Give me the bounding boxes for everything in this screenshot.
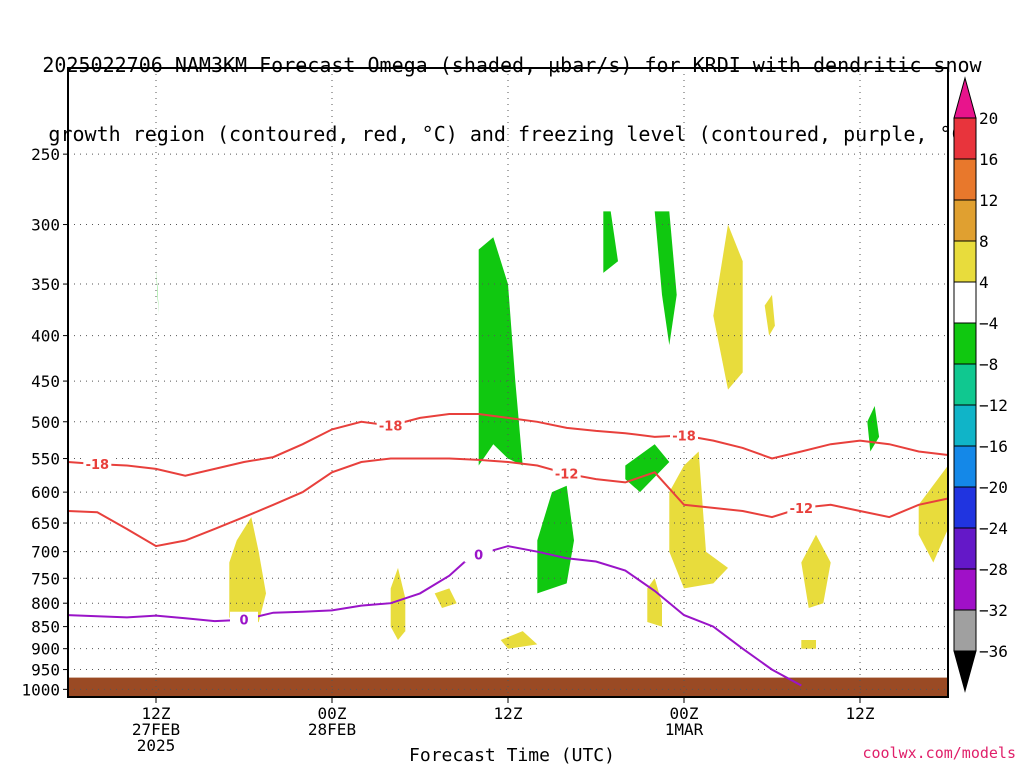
x-tick-1: 00Z	[318, 704, 347, 723]
contour-freezing	[67, 545, 802, 687]
y-tick-650: 650	[31, 514, 60, 533]
contour-minus18-label-bg-2	[670, 427, 698, 444]
colorbar-label-12: −32	[979, 601, 1008, 620]
contour-minus12-label-bg-0	[552, 465, 581, 482]
contour-minus18-label-bg-1	[376, 417, 405, 434]
colorbar-box-2	[953, 199, 977, 242]
contour-minus12-label-bg-1	[787, 499, 816, 516]
omega-region-6	[500, 631, 538, 649]
credit-link[interactable]: coolwx.com/models	[862, 744, 1016, 762]
colorbar-label-6: −8	[979, 355, 998, 374]
colorbar-box-5	[953, 322, 977, 365]
x-tick-3: 00Z	[670, 704, 699, 723]
colorbar-box-1	[953, 158, 977, 201]
colorbar-box-7	[953, 404, 977, 447]
omega-region-4	[478, 237, 523, 466]
title-line-2: growth region (contoured, red, °C) and f…	[48, 122, 976, 146]
omega-region-14	[801, 534, 831, 608]
colorbar-box-9	[953, 486, 977, 529]
colorbar-box-6	[953, 363, 977, 406]
ground-shading	[68, 677, 948, 697]
colorbar-box-10	[953, 527, 977, 570]
x-tick-4: 12Z	[846, 704, 875, 723]
colorbar-label-11: −28	[979, 560, 1008, 579]
omega-region-13	[764, 294, 775, 336]
contour-minus18-label-1: -18	[379, 420, 403, 435]
colorbar-label-5: −4	[979, 314, 998, 333]
y-tick-1000: 1000	[21, 680, 60, 699]
y-tick-500: 500	[31, 413, 60, 432]
y-tick-400: 400	[31, 327, 60, 346]
x-tick-2: 12Z	[494, 704, 523, 723]
colorbar-label-4: 4	[979, 273, 989, 292]
x-tick-sub-3: 1MAR	[665, 720, 704, 739]
contour-minus12-label-1: -12	[790, 502, 814, 517]
omega-region-10	[647, 578, 662, 627]
omega-region-5	[537, 485, 574, 594]
omega-region-15	[801, 640, 816, 649]
colorbar-box-11	[953, 568, 977, 611]
y-tick-450: 450	[31, 372, 60, 391]
colorbar-box-3	[953, 240, 977, 283]
contour-freezing-label-0: 0	[239, 614, 248, 629]
contour-freezing-label-bg-1	[464, 546, 493, 563]
x-tick-sub2-0: 2025	[137, 736, 176, 755]
colorbar-box-8	[953, 445, 977, 488]
colorbar-box-0	[953, 117, 977, 160]
y-tick-800: 800	[31, 594, 60, 613]
x-axis-label: Forecast Time (UTC)	[409, 745, 615, 766]
omega-region-17	[918, 465, 948, 563]
colorbar-label-1: 16	[979, 150, 998, 169]
contour-minus18-label-0: -18	[86, 458, 110, 473]
omega-region-11	[669, 451, 728, 589]
colorbar-label-3: 8	[979, 232, 989, 251]
y-tick-550: 550	[31, 450, 60, 469]
colorbar-label-2: 12	[979, 191, 998, 210]
omega-region-9	[654, 211, 677, 346]
omega-region-0	[156, 267, 159, 316]
contour-minus18-label-bg-0	[83, 456, 112, 473]
omega-region-12	[713, 224, 743, 390]
y-tick-350: 350	[31, 275, 60, 294]
colorbar-top-arrow	[953, 76, 977, 119]
omega-region-16	[867, 406, 880, 452]
y-tick-850: 850	[31, 618, 60, 637]
y-tick-900: 900	[31, 640, 60, 659]
colorbar-label-7: −12	[979, 396, 1008, 415]
omega-region-8	[625, 444, 670, 493]
colorbar-label-0: 20	[979, 109, 998, 128]
y-tick-750: 750	[31, 569, 60, 588]
omega-region-3	[434, 588, 457, 608]
title-line-1: 2025022706 NAM3KM Forecast Omega (shaded…	[42, 53, 982, 77]
chart-title: 2025022706 NAM3KM Forecast Omega (shaded…	[0, 8, 1024, 169]
colorbar-label-10: −24	[979, 519, 1008, 538]
contour-freezing-label-1: 0	[474, 548, 483, 563]
y-tick-700: 700	[31, 543, 60, 562]
x-tick-sub-1: 28FEB	[308, 720, 356, 739]
x-tick-0: 12Z	[142, 704, 171, 723]
omega-region-2	[390, 567, 406, 640]
contour-freezing-label-bg-0	[230, 611, 258, 628]
colorbar-label-13: −36	[979, 642, 1008, 661]
y-tick-250: 250	[31, 145, 60, 164]
colorbar-bottom-arrow	[953, 650, 977, 693]
plot-frame	[67, 67, 949, 698]
y-tick-600: 600	[31, 483, 60, 502]
colorbar-box-4	[953, 281, 977, 324]
colorbar-label-8: −16	[979, 437, 1008, 456]
contour-minus18	[67, 413, 949, 477]
omega-region-7	[603, 211, 618, 273]
omega-region-1	[229, 517, 266, 627]
colorbar-label-9: −20	[979, 478, 1008, 497]
y-tick-950: 950	[31, 661, 60, 680]
contour-minus18-label-2: -18	[672, 429, 696, 444]
contour-minus12-label-0: -12	[555, 468, 579, 483]
y-tick-300: 300	[31, 216, 60, 235]
colorbar-box-12	[953, 609, 977, 652]
x-tick-sub-0: 27FEB	[132, 720, 180, 739]
